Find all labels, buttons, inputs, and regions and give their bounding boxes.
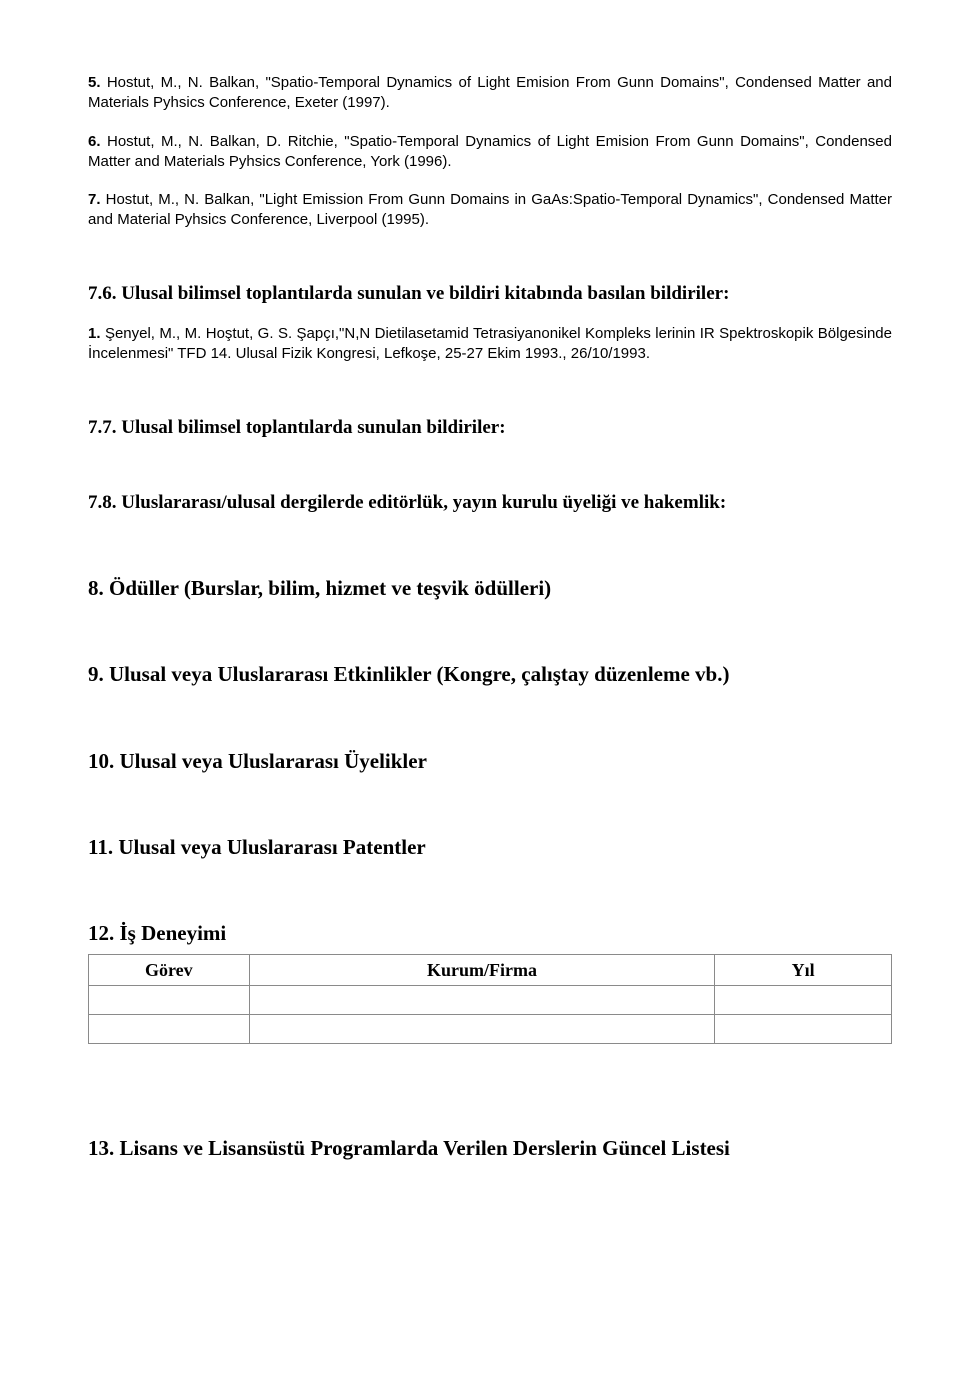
col-header-gorev: Görev xyxy=(89,954,250,985)
ref-number: 5. xyxy=(88,74,101,91)
heading-7-8: 7.8. Uluslararası/ulusal dergilerde edit… xyxy=(88,490,892,516)
table-row xyxy=(89,1014,892,1043)
ref-text: Şenyel, M., M. Hoştut, G. S. Şapçı,"N,N … xyxy=(88,325,892,362)
reference-6: 6. Hostut, M., N. Balkan, D. Ritchie, "S… xyxy=(88,132,892,173)
ref-number: 6. xyxy=(88,133,101,150)
ref-text: Hostut, M., N. Balkan, "Light Emission F… xyxy=(88,191,892,228)
col-header-kurum: Kurum/Firma xyxy=(249,954,715,985)
ref-number: 1. xyxy=(88,325,101,342)
table-row xyxy=(89,985,892,1014)
heading-11: 11. Ulusal veya Uluslararası Patentler xyxy=(88,833,892,861)
reference-7: 7. Hostut, M., N. Balkan, "Light Emissio… xyxy=(88,190,892,231)
heading-7-7: 7.7. Ulusal bilimsel toplantılarda sunul… xyxy=(88,415,892,441)
heading-12: 12. İş Deneyimi xyxy=(88,919,892,947)
heading-13: 13. Lisans ve Lisansüstü Programlarda Ve… xyxy=(88,1134,892,1162)
reference-7-6-1: 1. Şenyel, M., M. Hoştut, G. S. Şapçı,"N… xyxy=(88,324,892,365)
ref-number: 7. xyxy=(88,191,101,208)
experience-table: Görev Kurum/Firma Yıl xyxy=(88,954,892,1044)
table-header-row: Görev Kurum/Firma Yıl xyxy=(89,954,892,985)
ref-text: Hostut, M., N. Balkan, "Spatio-Temporal … xyxy=(88,74,892,111)
heading-9: 9. Ulusal veya Uluslararası Etkinlikler … xyxy=(88,660,892,688)
reference-5: 5. Hostut, M., N. Balkan, "Spatio-Tempor… xyxy=(88,73,892,114)
heading-8: 8. Ödüller (Burslar, bilim, hizmet ve te… xyxy=(88,574,892,602)
col-header-yil: Yıl xyxy=(715,954,892,985)
ref-text: Hostut, M., N. Balkan, D. Ritchie, "Spat… xyxy=(88,133,892,170)
heading-7-6: 7.6. Ulusal bilimsel toplantılarda sunul… xyxy=(88,281,892,307)
heading-10: 10. Ulusal veya Uluslararası Üyelikler xyxy=(88,747,892,775)
